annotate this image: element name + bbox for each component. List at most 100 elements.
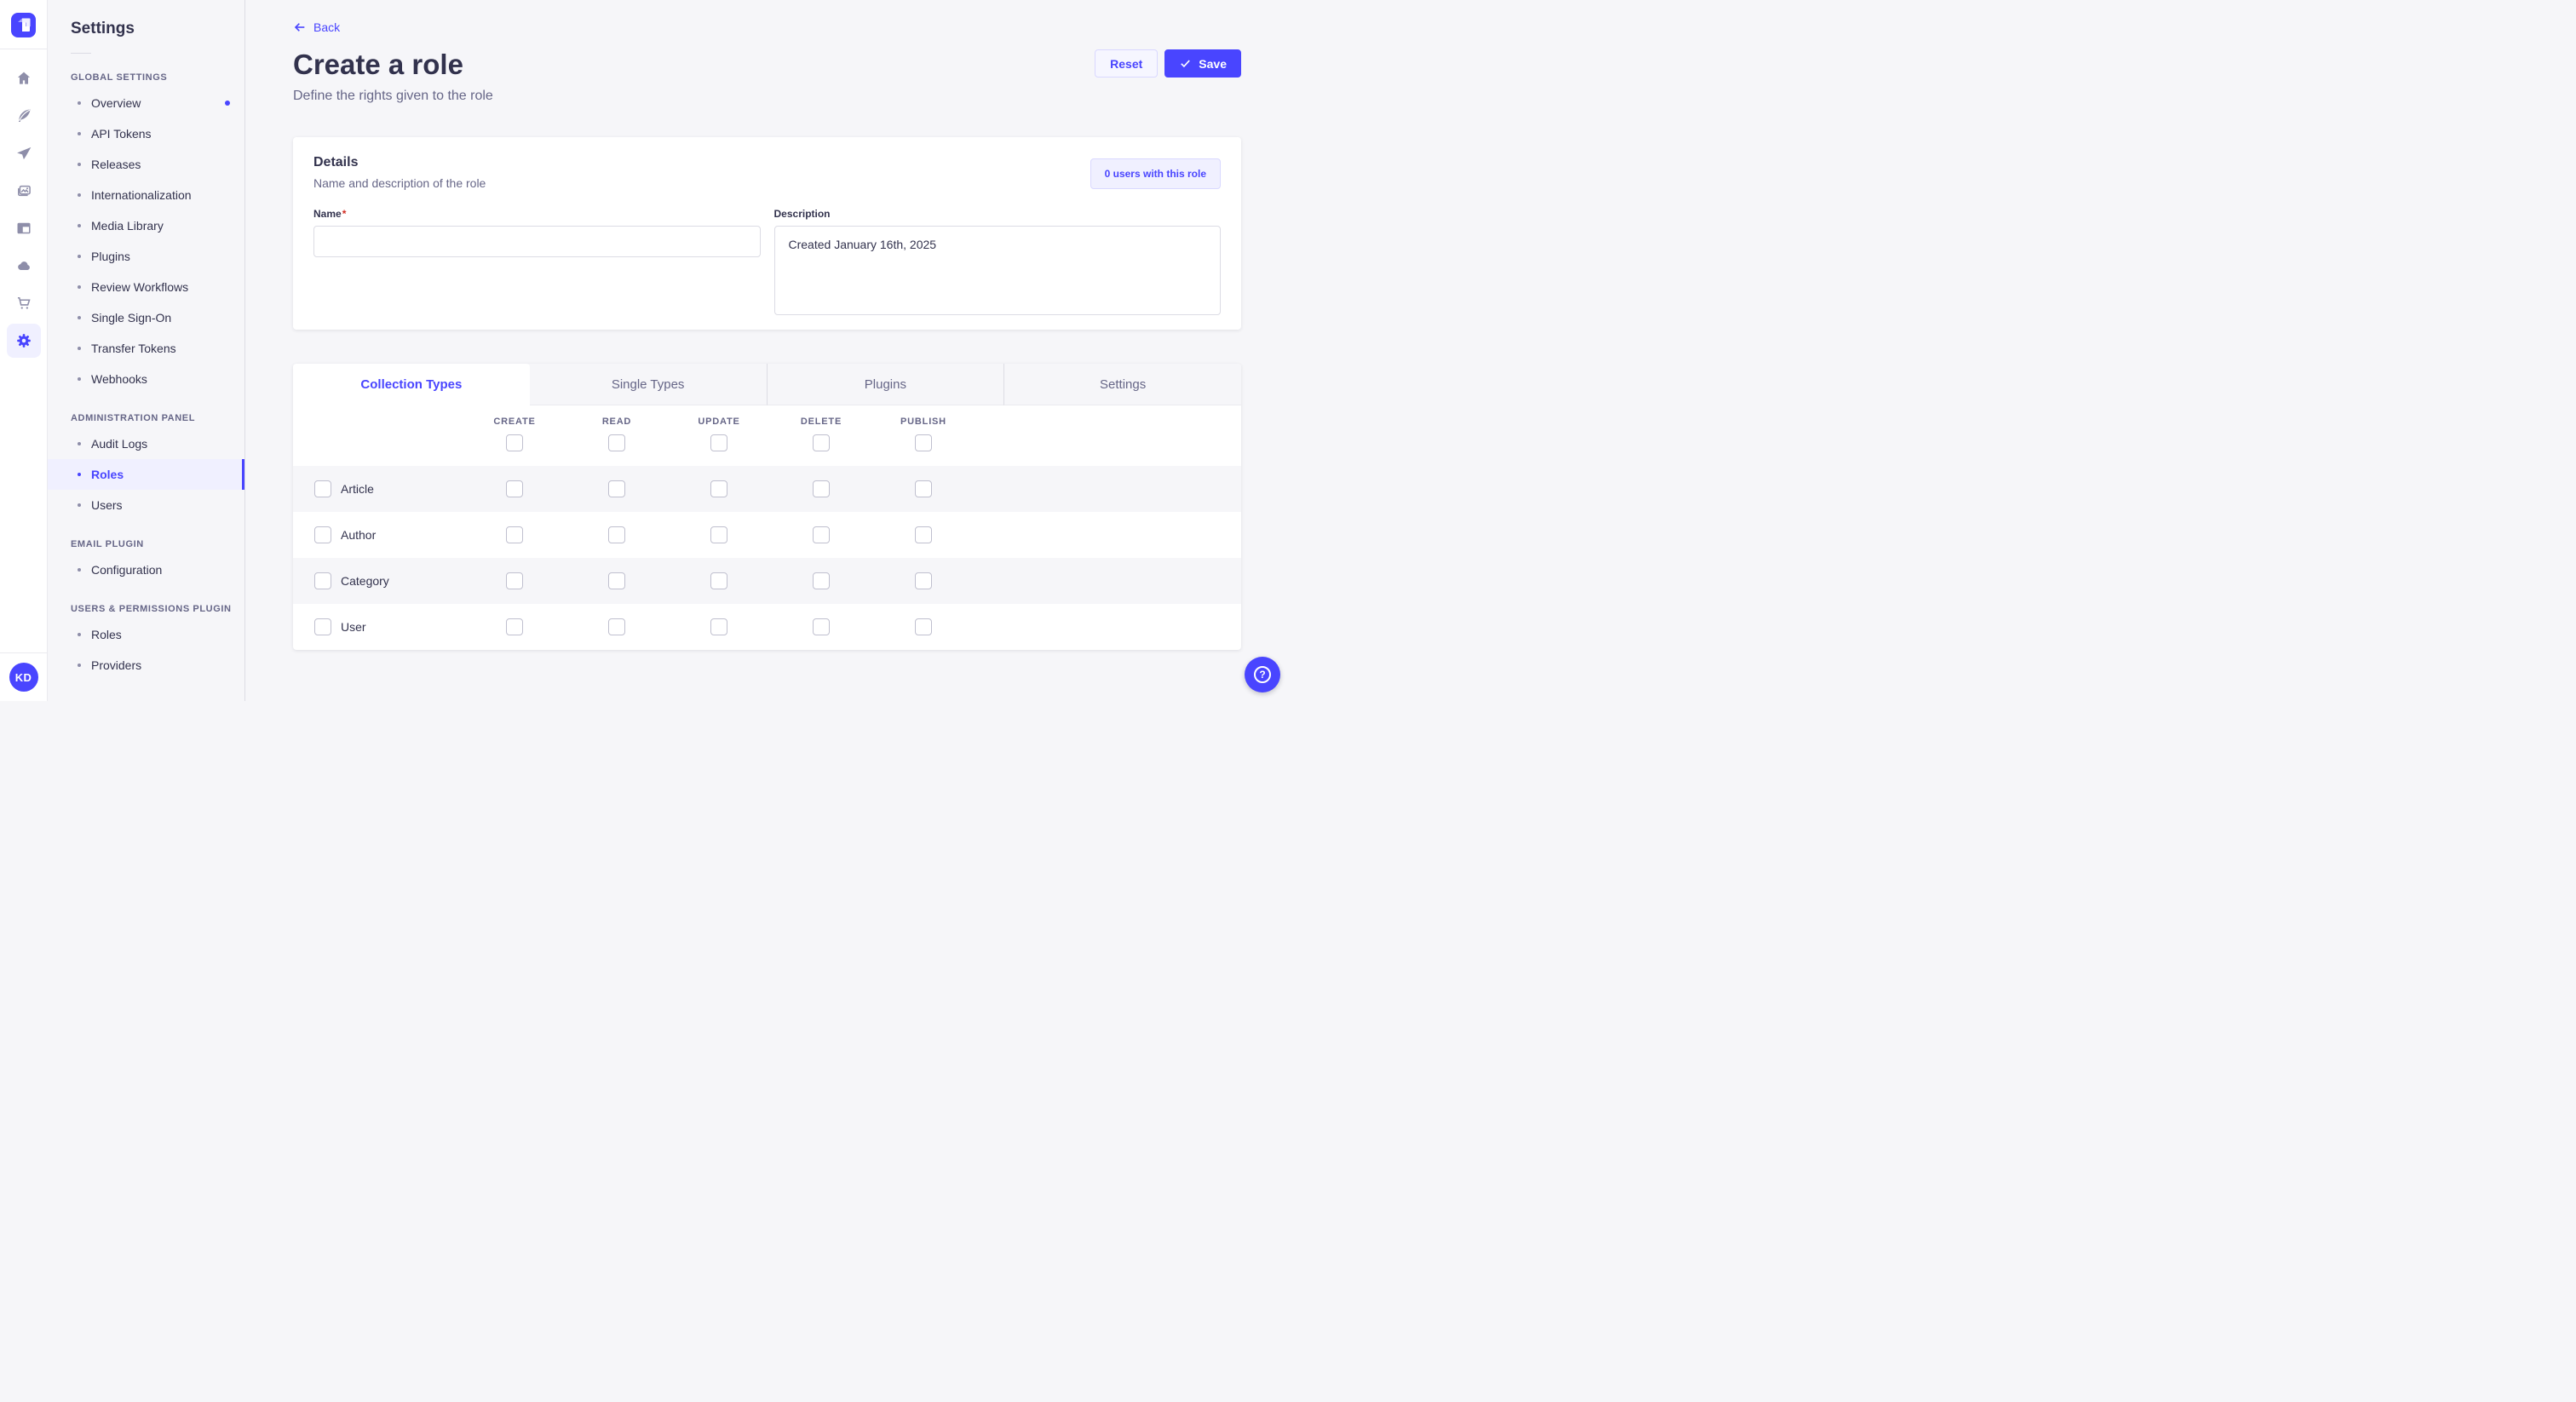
feather-icon[interactable] — [7, 99, 41, 133]
strapi-logo[interactable] — [11, 13, 36, 37]
reset-button[interactable]: Reset — [1095, 49, 1159, 78]
sidebar-item-transfer-tokens[interactable]: Transfer Tokens — [48, 333, 244, 364]
select-all-publish-checkbox[interactable] — [915, 434, 932, 451]
article-read-checkbox[interactable] — [608, 480, 625, 497]
article-row-checkbox[interactable] — [314, 480, 331, 497]
bullet-icon — [78, 347, 81, 350]
name-label: Name* — [313, 208, 347, 220]
save-button[interactable]: Save — [1164, 49, 1241, 78]
section-label-global-settings: GLOBAL SETTINGS — [71, 72, 168, 83]
tab-settings[interactable]: Settings — [1003, 364, 1241, 405]
section-label-administration-panel: ADMINISTRATION PANEL — [71, 413, 196, 423]
category-row-checkbox[interactable] — [314, 572, 331, 589]
table-row-author: Author — [293, 512, 1241, 558]
back-link[interactable]: Back — [293, 20, 340, 34]
category-publish-checkbox[interactable] — [915, 572, 932, 589]
layout-icon[interactable] — [7, 211, 41, 245]
select-all-delete-checkbox[interactable] — [813, 434, 830, 451]
author-read-checkbox[interactable] — [608, 526, 625, 543]
category-delete-checkbox[interactable] — [813, 572, 830, 589]
sidebar-item-webhooks[interactable]: Webhooks — [48, 364, 244, 394]
column-header-delete: DELETE — [800, 417, 842, 427]
author-create-checkbox[interactable] — [506, 526, 523, 543]
column-header-publish: PUBLISH — [900, 417, 946, 427]
sidebar-item-api-tokens[interactable]: API Tokens — [48, 118, 244, 149]
sidebar-item-releases[interactable]: Releases — [48, 149, 244, 180]
details-title: Details — [313, 155, 359, 170]
user-publish-checkbox[interactable] — [915, 618, 932, 635]
main-content: Back Create a role Define the rights giv… — [245, 0, 1288, 701]
column-header-read: READ — [601, 417, 632, 427]
permissions-card: Collection Types Single Types Plugins Se… — [293, 364, 1241, 650]
bullet-icon — [78, 255, 81, 258]
table-row-category: Category — [293, 558, 1241, 604]
category-read-checkbox[interactable] — [608, 572, 625, 589]
sidebar-item-overview[interactable]: Overview — [48, 88, 244, 118]
icon-rail: KD — [0, 0, 48, 701]
author-delete-checkbox[interactable] — [813, 526, 830, 543]
sidebar-item-audit-logs[interactable]: Audit Logs — [48, 428, 244, 459]
paper-plane-icon[interactable] — [7, 136, 41, 170]
cloud-icon[interactable] — [7, 249, 41, 283]
column-header-update: UPDATE — [698, 417, 740, 427]
article-publish-checkbox[interactable] — [915, 480, 932, 497]
details-card: Details Name and description of the role… — [293, 137, 1241, 330]
permissions-tabs: Collection Types Single Types Plugins Se… — [293, 364, 1241, 405]
section-label-users-permissions-plugin: USERS & PERMISSIONS PLUGIN — [71, 604, 232, 614]
tab-collection-types[interactable]: Collection Types — [293, 364, 530, 405]
select-all-update-checkbox[interactable] — [710, 434, 727, 451]
bullet-icon — [78, 377, 81, 381]
images-icon[interactable] — [7, 174, 41, 208]
sidebar-item-single-sign-on[interactable]: Single Sign-On — [48, 302, 244, 333]
sidebar-item-providers[interactable]: Providers — [48, 650, 244, 681]
sidebar-item-internationalization[interactable]: Internationalization — [48, 180, 244, 210]
required-asterisk: * — [342, 208, 347, 220]
help-button[interactable]: ? — [1245, 657, 1280, 692]
tab-single-types[interactable]: Single Types — [529, 364, 767, 405]
users-with-role-button[interactable]: 0 users with this role — [1090, 158, 1221, 189]
details-subtitle: Name and description of the role — [313, 176, 486, 190]
bullet-icon — [78, 633, 81, 636]
author-update-checkbox[interactable] — [710, 526, 727, 543]
arrow-left-icon — [294, 23, 305, 32]
page-title: Create a role — [293, 49, 463, 80]
tab-plugins[interactable]: Plugins — [766, 364, 1004, 405]
question-mark-icon: ? — [1254, 666, 1271, 683]
cart-icon[interactable] — [7, 286, 41, 320]
sidebar-item-plugins[interactable]: Plugins — [48, 241, 244, 272]
select-all-read-checkbox[interactable] — [608, 434, 625, 451]
bullet-icon — [78, 101, 81, 105]
user-create-checkbox[interactable] — [506, 618, 523, 635]
bullet-icon — [78, 503, 81, 507]
bullet-icon — [78, 285, 81, 289]
sidebar-separator — [71, 53, 91, 54]
avatar[interactable]: KD — [9, 663, 38, 692]
article-create-checkbox[interactable] — [506, 480, 523, 497]
sidebar-item-roles-up[interactable]: Roles — [48, 619, 244, 650]
sidebar-item-configuration[interactable]: Configuration — [48, 554, 244, 585]
user-read-checkbox[interactable] — [608, 618, 625, 635]
page-subtitle: Define the rights given to the role — [293, 89, 493, 103]
bullet-icon — [78, 316, 81, 319]
user-delete-checkbox[interactable] — [813, 618, 830, 635]
category-update-checkbox[interactable] — [710, 572, 727, 589]
bullet-icon — [78, 132, 81, 135]
name-input[interactable] — [313, 226, 761, 257]
select-all-create-checkbox[interactable] — [506, 434, 523, 451]
sidebar-item-roles-admin[interactable]: Roles — [48, 459, 244, 490]
sidebar-item-media-library[interactable]: Media Library — [48, 210, 244, 241]
user-row-checkbox[interactable] — [314, 618, 331, 635]
home-icon[interactable] — [7, 61, 41, 95]
sidebar-item-review-workflows[interactable]: Review Workflows — [48, 272, 244, 302]
author-row-checkbox[interactable] — [314, 526, 331, 543]
category-create-checkbox[interactable] — [506, 572, 523, 589]
article-update-checkbox[interactable] — [710, 480, 727, 497]
description-textarea[interactable]: Created January 16th, 2025 — [773, 226, 1221, 315]
bullet-icon — [78, 568, 81, 572]
sidebar-item-users[interactable]: Users — [48, 490, 244, 520]
bullet-icon — [78, 193, 81, 197]
article-delete-checkbox[interactable] — [813, 480, 830, 497]
gear-icon[interactable] — [6, 324, 41, 358]
user-update-checkbox[interactable] — [710, 618, 727, 635]
author-publish-checkbox[interactable] — [915, 526, 932, 543]
